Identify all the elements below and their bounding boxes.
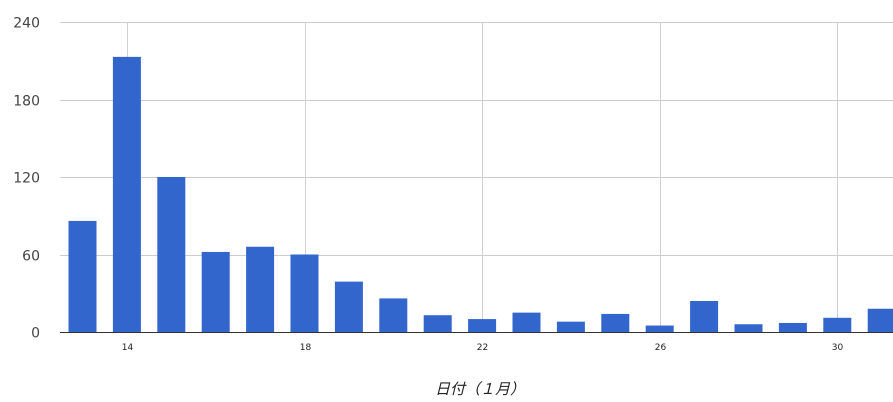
- x-tick-label: 18: [300, 343, 312, 353]
- bar: [379, 298, 408, 332]
- bar: [867, 308, 893, 332]
- x-tick-label: 30: [832, 343, 844, 353]
- x-tick-label: 22: [477, 343, 488, 353]
- bar: [290, 254, 319, 332]
- bar: [246, 246, 275, 332]
- bar: [734, 324, 763, 332]
- bar: [68, 220, 97, 332]
- bar: [157, 177, 186, 332]
- x-tick-label: 26: [655, 343, 667, 353]
- bar: [556, 321, 585, 332]
- bar: [823, 317, 852, 332]
- bar: [690, 301, 719, 332]
- bar: [423, 315, 452, 332]
- bar: [201, 251, 230, 332]
- bar: [468, 319, 497, 332]
- x-tick-label: 14: [122, 343, 134, 353]
- x-axis-label: 日付（１月）: [435, 380, 525, 398]
- y-tick-label: 0: [31, 326, 40, 342]
- y-tick-label: 120: [13, 171, 40, 187]
- y-tick-label: 60: [22, 249, 40, 265]
- bar-layer: [68, 56, 893, 332]
- y-tick-label: 180: [13, 94, 40, 110]
- bar: [778, 322, 807, 332]
- axis-layer: 0 60 120 180 240 14 18 22 26 30: [13, 16, 893, 353]
- y-tick-label: 240: [13, 16, 40, 32]
- bar: [512, 312, 541, 332]
- bar: [112, 56, 141, 332]
- bar: [645, 325, 674, 332]
- bar: [601, 313, 630, 332]
- bar: [334, 281, 363, 332]
